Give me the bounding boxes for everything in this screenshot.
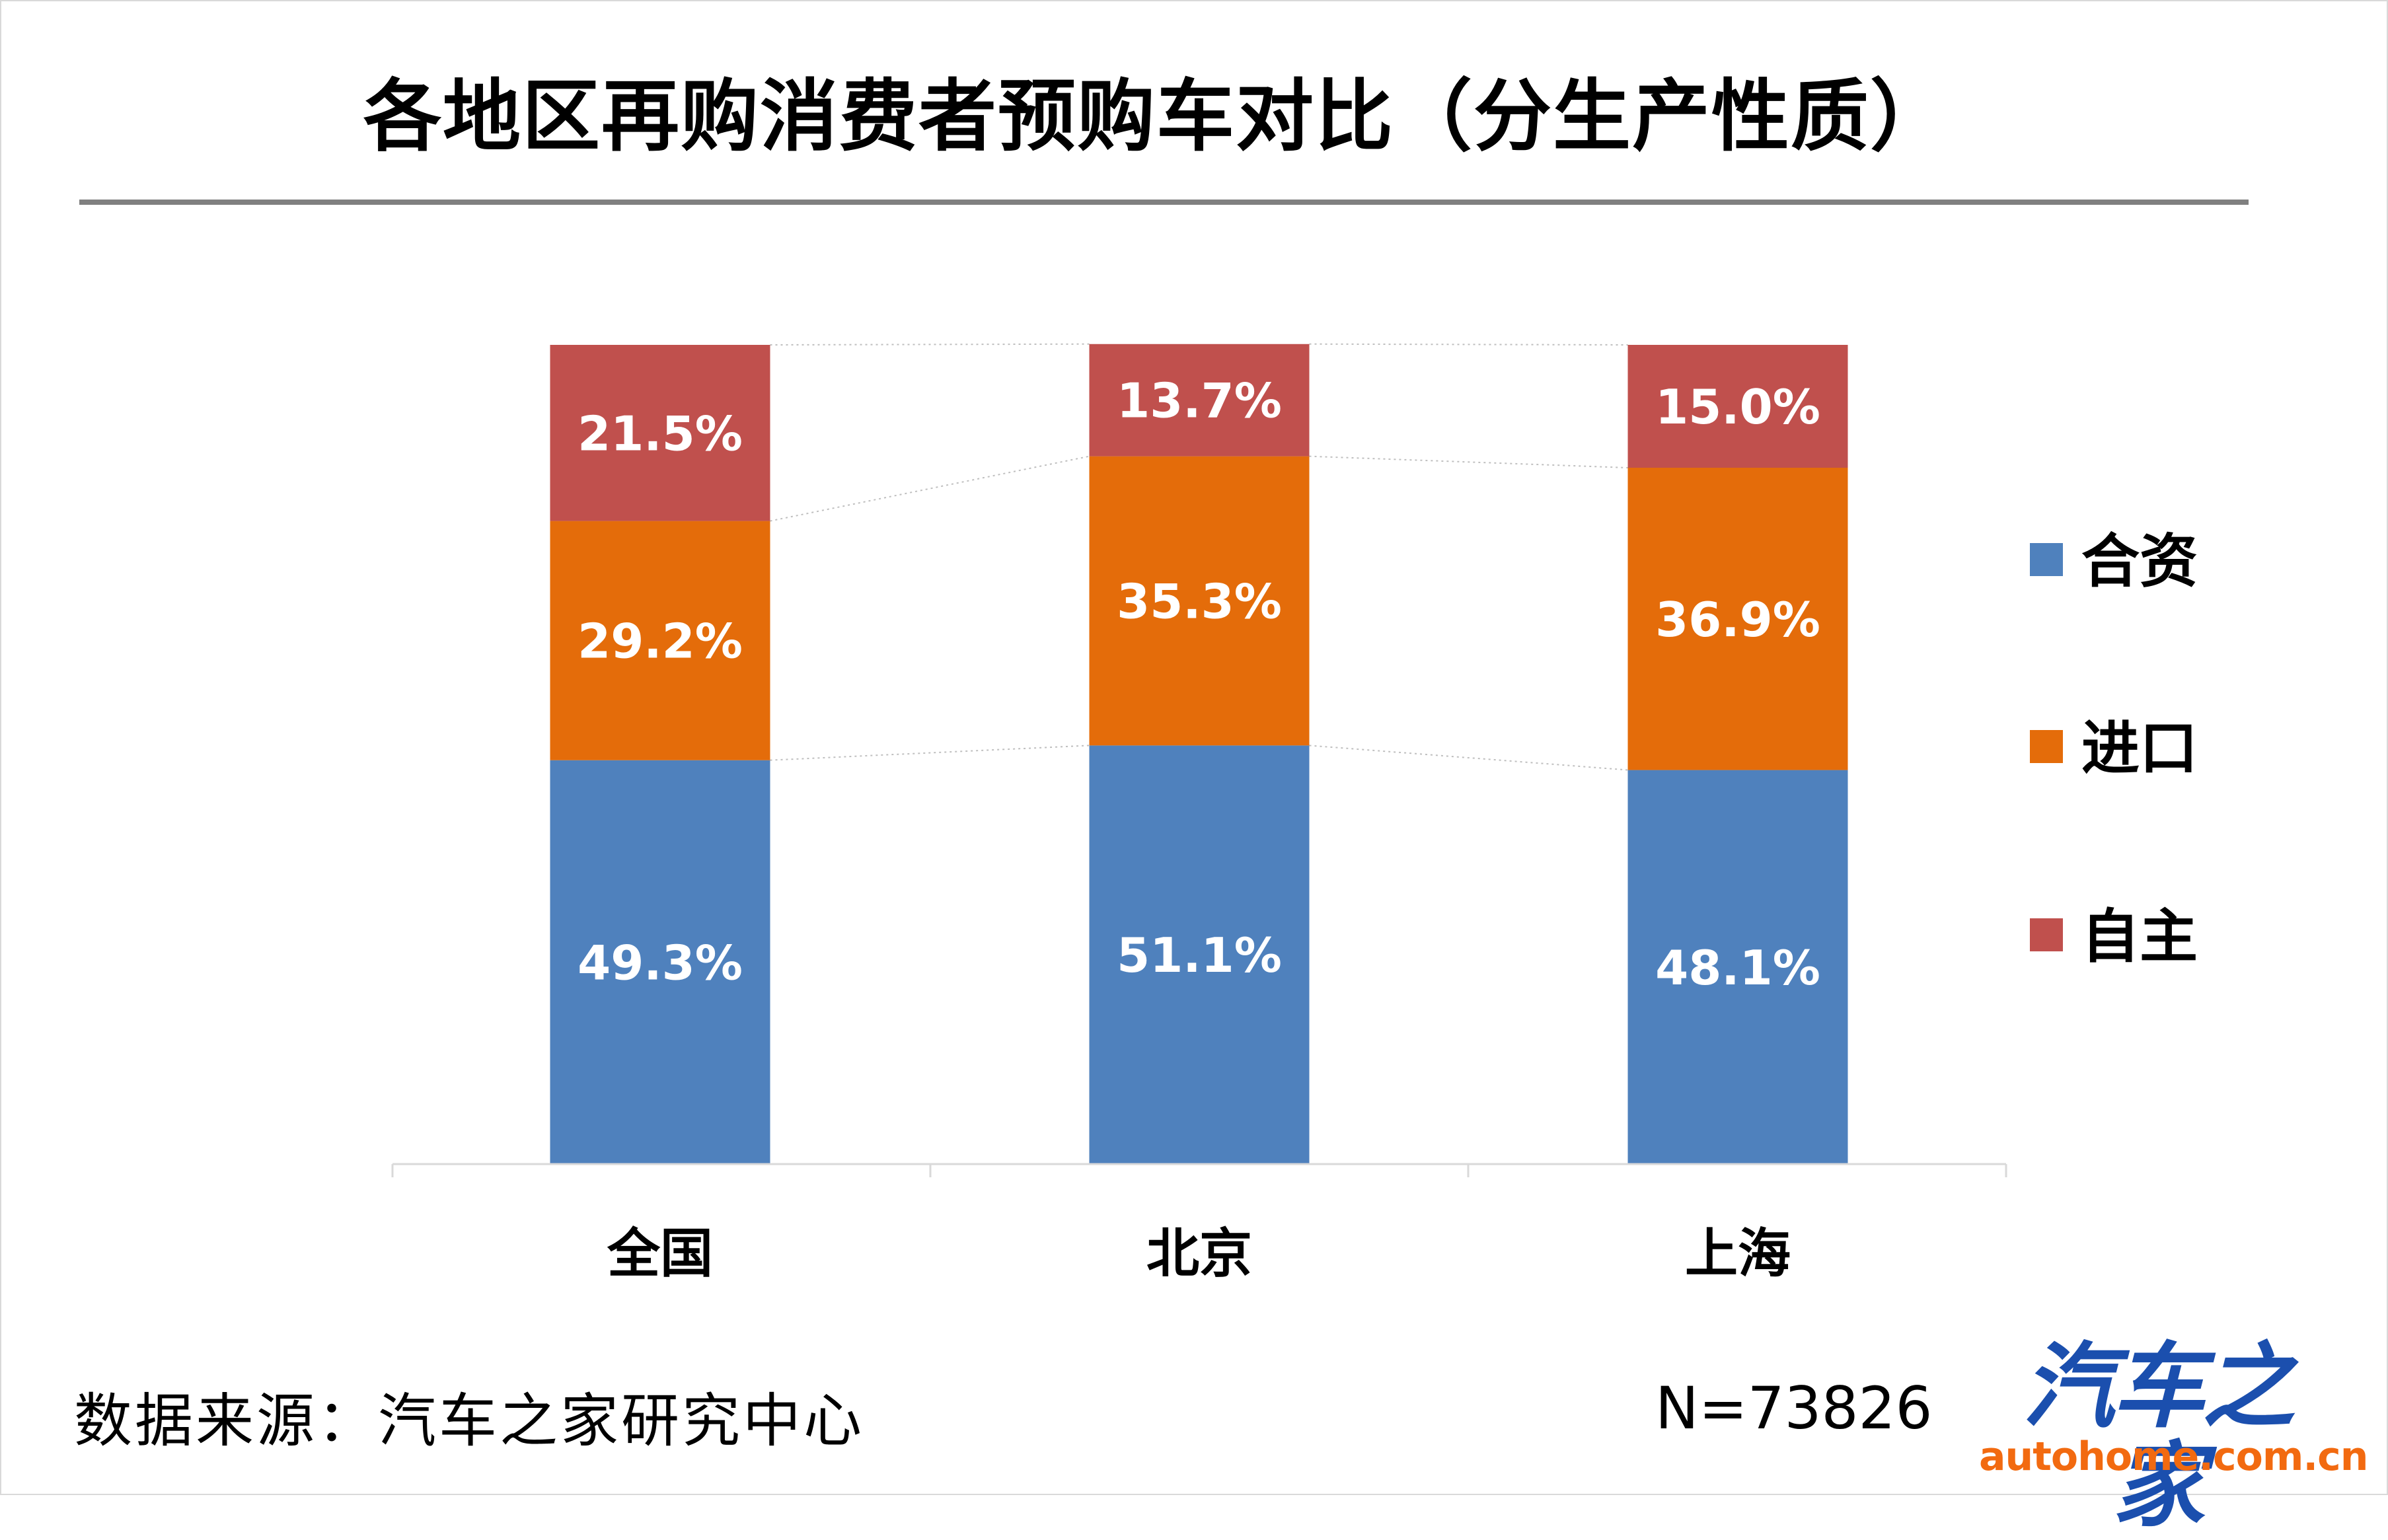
legend-swatch-合资	[2030, 543, 2063, 576]
legend-swatch-进口	[2030, 730, 2063, 763]
autohome-logo: 汽车之家 autohome.com.cn	[1979, 1338, 2368, 1536]
series-line-合资-1	[1309, 745, 1628, 771]
data-label-上海-合资: 48.1%	[1655, 940, 1820, 996]
legend-swatch-自主	[2030, 918, 2063, 951]
data-label-北京-合资: 51.1%	[1117, 928, 1282, 983]
bar-全国-进口	[550, 521, 770, 760]
bar-上海-自主	[1627, 345, 1848, 468]
bar-北京-合资	[1089, 745, 1310, 1164]
legend-label-进口: 进口	[2081, 714, 2198, 782]
logo-domain: autohome.com.cn	[1979, 1434, 2368, 1480]
series-line-进口-0	[770, 455, 1090, 522]
bar-全国-合资	[550, 760, 770, 1164]
data-labels: 49.3% 29.2% 21.5% 51.1% 35.3% 13.7% 48.1% 36.9%…	[578, 373, 1820, 996]
data-label-全国-合资: 49.3%	[578, 935, 743, 990]
x-tick-label-北京: 北京	[1146, 1223, 1252, 1284]
series-connector-lines	[770, 343, 1628, 771]
legend-label-合资: 合资	[2081, 527, 2198, 595]
data-label-上海-自主: 15.0%	[1655, 379, 1820, 435]
data-label-全国-进口: 29.2%	[578, 614, 743, 669]
chart-title: 各地区再购消费者预购车对比（分生产性质）	[363, 71, 1949, 162]
stacked-bar-chart: 49.3% 29.2% 21.5% 51.1% 35.3% 13.7% 48.1% 36.9%…	[391, 343, 2198, 1284]
series-line-自主-1	[1309, 343, 1628, 346]
bar-全国-自主	[550, 345, 770, 521]
bar-上海-进口	[1627, 468, 1848, 770]
legend-label-自主: 自主	[2081, 902, 2198, 971]
chart-frame	[0, 0, 2388, 1495]
data-label-上海-进口: 36.9%	[1655, 592, 1820, 647]
bar-segments	[550, 344, 1848, 1164]
x-tick-label-上海: 上海	[1685, 1223, 1791, 1284]
title-divider	[79, 200, 2249, 205]
sample-size-label: N=73826	[1655, 1374, 1933, 1442]
x-tick-label-全国: 全国	[607, 1223, 713, 1284]
x-axis: 全国 北京 上海	[391, 1163, 2007, 1284]
series-line-进口-1	[1309, 455, 1628, 468]
data-label-北京-自主: 13.7%	[1117, 373, 1282, 429]
bar-北京-进口	[1089, 456, 1310, 746]
data-source-note: 数据来源：汽车之家研究中心	[74, 1387, 865, 1455]
series-line-自主-0	[770, 343, 1090, 346]
bar-上海-合资	[1627, 770, 1848, 1164]
data-label-全国-自主: 21.5%	[578, 406, 743, 461]
series-line-合资-0	[770, 745, 1090, 761]
bar-北京-自主	[1089, 344, 1310, 457]
data-label-北京-进口: 35.3%	[1117, 574, 1282, 630]
